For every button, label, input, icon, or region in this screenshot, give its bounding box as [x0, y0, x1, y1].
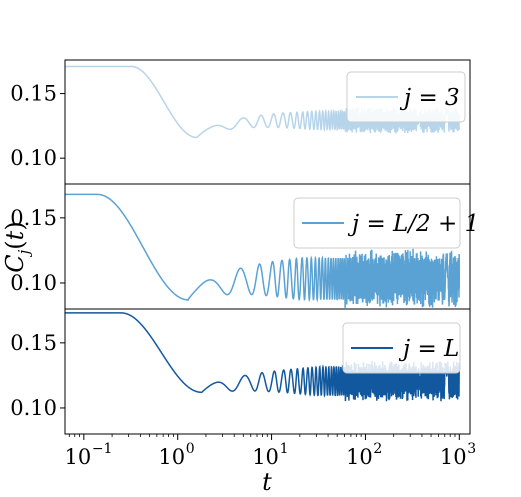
legend-top: j = 3: [346, 71, 466, 123]
series-line-j-L-2-1: [65, 193, 461, 308]
x-tick-label-exponent: 3: [467, 441, 476, 457]
panel-bottom: 0.10 0.15 j = L: [10, 308, 471, 435]
y-tick-label: 0.10: [10, 271, 57, 295]
y-tick-label: 0.15: [10, 82, 57, 106]
y-ticks-top: 0.10 0.15: [10, 82, 65, 170]
y-tick-label: 0.10: [10, 146, 57, 170]
x-tick-label-exponent: −1: [92, 441, 113, 457]
series-line-j-L: [65, 312, 461, 402]
legend-label-j-3: j = 3: [399, 85, 460, 111]
x-tick-label-exponent: 1: [280, 441, 289, 457]
y-axis-label: Cj(t): [1, 221, 33, 272]
y-tick-label: 0.15: [10, 331, 57, 355]
panel-middle: 0.10 0.15 j = L/2 + 1: [10, 183, 479, 310]
x-tick-label-exponent: 0: [186, 441, 195, 457]
legend-label-j-L: j = L: [398, 336, 459, 362]
x-tick-label: 10: [252, 445, 279, 469]
x-tick-label-exponent: 2: [373, 441, 382, 457]
y-ticks-bottom: 0.10 0.15: [10, 331, 65, 420]
x-tick-label: 10: [158, 445, 185, 469]
panel-top: 0.10 0.15 j = 3: [10, 59, 471, 185]
legend-bottom: j = L: [342, 322, 461, 374]
panels: 0.10 0.15 j = 3 0.10 0.15 j = L/2 + 1 0.10…: [10, 59, 479, 435]
x-axis-ticks: 10 −1 10 0 10 1 10 2 10 3: [64, 434, 476, 469]
x-axis-label: t: [262, 468, 272, 496]
x-tick-label: 10: [64, 445, 91, 469]
y-ticks-middle: 0.10 0.15: [10, 206, 65, 295]
legend-middle: j = L/2 + 1: [293, 197, 479, 249]
y-tick-label: 0.15: [10, 206, 57, 230]
x-tick-label: 10: [440, 445, 467, 469]
y-tick-label: 0.10: [10, 396, 57, 420]
x-tick-label: 10: [346, 445, 373, 469]
legend-label-j-L-2-1: j = L/2 + 1: [347, 211, 479, 237]
svg-text:Cj(t): Cj(t): [1, 221, 33, 272]
